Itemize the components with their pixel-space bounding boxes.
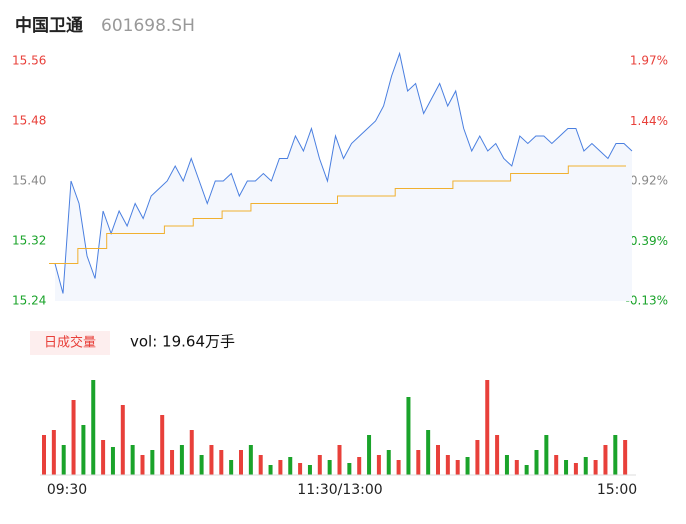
volume-bar xyxy=(258,455,263,475)
volume-bar xyxy=(140,455,145,475)
volume-bar xyxy=(317,455,322,475)
volume-bar xyxy=(160,415,165,475)
volume-text: vol: 19.64万手 xyxy=(130,333,235,351)
volume-bar xyxy=(603,445,608,475)
volume-bar xyxy=(367,435,372,475)
y-tick-label: 15.24 xyxy=(12,294,46,308)
average-line xyxy=(49,165,626,264)
volume-bar xyxy=(495,435,500,475)
volume-bar xyxy=(298,463,303,475)
stock-code: 601698.SH xyxy=(101,16,195,36)
volume-bar xyxy=(406,397,411,475)
volume-bar xyxy=(445,455,450,475)
volume-bar xyxy=(436,445,440,475)
volume-bar xyxy=(396,460,401,475)
y2-tick-label: 1.44% xyxy=(630,114,668,128)
volume-bar xyxy=(42,435,46,475)
volume-bar xyxy=(426,430,431,475)
volume-badge xyxy=(30,331,110,355)
volume-bar xyxy=(514,460,519,475)
y2-tick-label: 0.92% xyxy=(630,174,668,188)
volume-bar xyxy=(239,450,243,475)
price-area xyxy=(55,53,632,301)
volume-bar xyxy=(465,457,470,475)
volume-bar xyxy=(554,455,559,475)
price-line xyxy=(54,51,633,294)
x-tick-label: 11:30/13:00 xyxy=(297,482,382,498)
y2-tick-label: -0.13% xyxy=(626,294,668,308)
volume-bar xyxy=(179,445,184,475)
volume-label: 日成交量 xyxy=(44,335,96,351)
volume-bar xyxy=(81,425,86,475)
volume-bar xyxy=(544,435,549,475)
volume-bar xyxy=(101,440,106,475)
volume-bar xyxy=(475,440,480,475)
y2-tick-label: 0.39% xyxy=(630,234,668,248)
volume-bar xyxy=(593,460,598,475)
volume-bar xyxy=(337,445,342,475)
volume-bar xyxy=(219,450,224,475)
x-tick-label: 09:30 xyxy=(47,482,87,498)
volume-bar xyxy=(130,445,135,475)
volume-bar xyxy=(278,460,283,475)
volume-bar xyxy=(229,460,234,475)
volume-bar xyxy=(61,445,66,475)
volume-bar xyxy=(327,460,332,475)
chart-title: 中国卫通 xyxy=(15,15,83,36)
volume-bar xyxy=(386,450,391,475)
y2-tick-label: 1.97% xyxy=(630,54,668,68)
volume-bar xyxy=(455,460,460,475)
y-tick-label: 15.48 xyxy=(12,114,46,128)
volume-bar xyxy=(120,405,125,475)
volume-bar xyxy=(573,463,578,475)
volume-bar xyxy=(583,457,588,475)
volume-bar xyxy=(91,380,96,475)
volume-bar xyxy=(504,455,509,475)
volume-bar xyxy=(623,440,628,475)
volume-bar xyxy=(485,380,490,475)
x-tick-label: 15:00 xyxy=(597,482,637,498)
y-tick-label: 15.56 xyxy=(12,54,46,68)
volume-bar xyxy=(564,460,569,475)
volume-bar xyxy=(199,455,204,475)
volume-bar xyxy=(71,400,76,475)
volume-bar xyxy=(170,450,175,475)
y-tick-label: 15.40 xyxy=(12,174,46,188)
volume-bar xyxy=(416,450,421,475)
volume-bar xyxy=(268,465,273,475)
volume-bar xyxy=(248,445,253,475)
volume-bar xyxy=(110,447,115,475)
volume-bar xyxy=(150,450,155,475)
volume-bar xyxy=(307,465,312,475)
volume-bar xyxy=(51,430,56,475)
volume-bar xyxy=(534,450,539,475)
volume-bar xyxy=(524,465,529,475)
volume-bar xyxy=(209,445,214,475)
volume-bar xyxy=(288,457,293,475)
volume-bar xyxy=(376,455,381,475)
volume-bar xyxy=(357,457,362,475)
volume-bar xyxy=(189,430,194,475)
y-tick-label: 15.32 xyxy=(12,234,46,248)
volume-bar xyxy=(347,463,352,475)
volume-bar xyxy=(613,435,618,475)
